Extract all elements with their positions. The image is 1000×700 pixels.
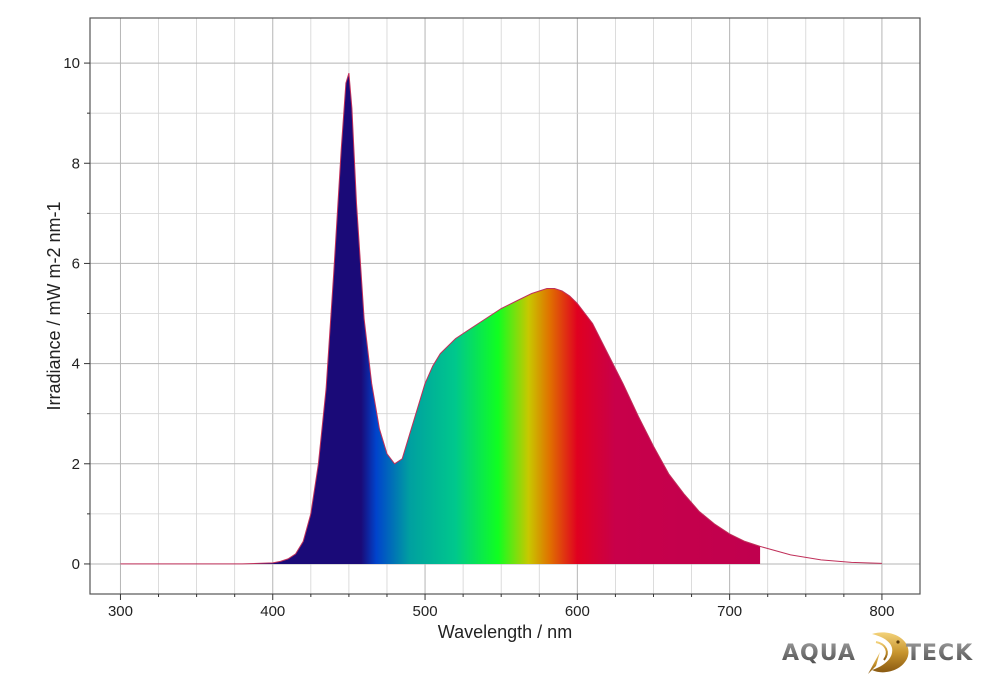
y-axis-label: Irradiance / mW m-2 nm-1 [44,201,64,410]
spectrum-line [120,72,882,565]
x-tick-label: 300 [108,603,133,620]
x-tick-label: 700 [717,603,742,620]
x-tick-label: 500 [413,603,438,620]
y-tick-label: 0 [72,556,80,573]
y-tick-label: 6 [72,255,80,272]
data-marks [120,72,882,565]
plot-frame [89,17,921,595]
fish-emblem-icon [868,632,909,674]
y-tick-label: 10 [63,55,80,72]
spectrum-fill-area [120,73,761,564]
x-axis-label: Wavelength / nm [438,622,572,642]
x-tick-label: 400 [260,603,285,620]
y-tick-label: 4 [72,356,80,373]
y-tick-label: 2 [72,456,80,473]
logo-text-teck: TECK [906,641,973,666]
aquateck-logo: AQUA TECK [782,632,973,674]
logo-text-aqua: AQUA [782,641,856,666]
y-tick-label: 8 [72,155,80,172]
axis-ticks: 300 400 500 600 700 800 0 2 4 6 8 10 [63,55,894,620]
x-tick-label: 800 [869,603,894,620]
x-tick-label: 600 [565,603,590,620]
